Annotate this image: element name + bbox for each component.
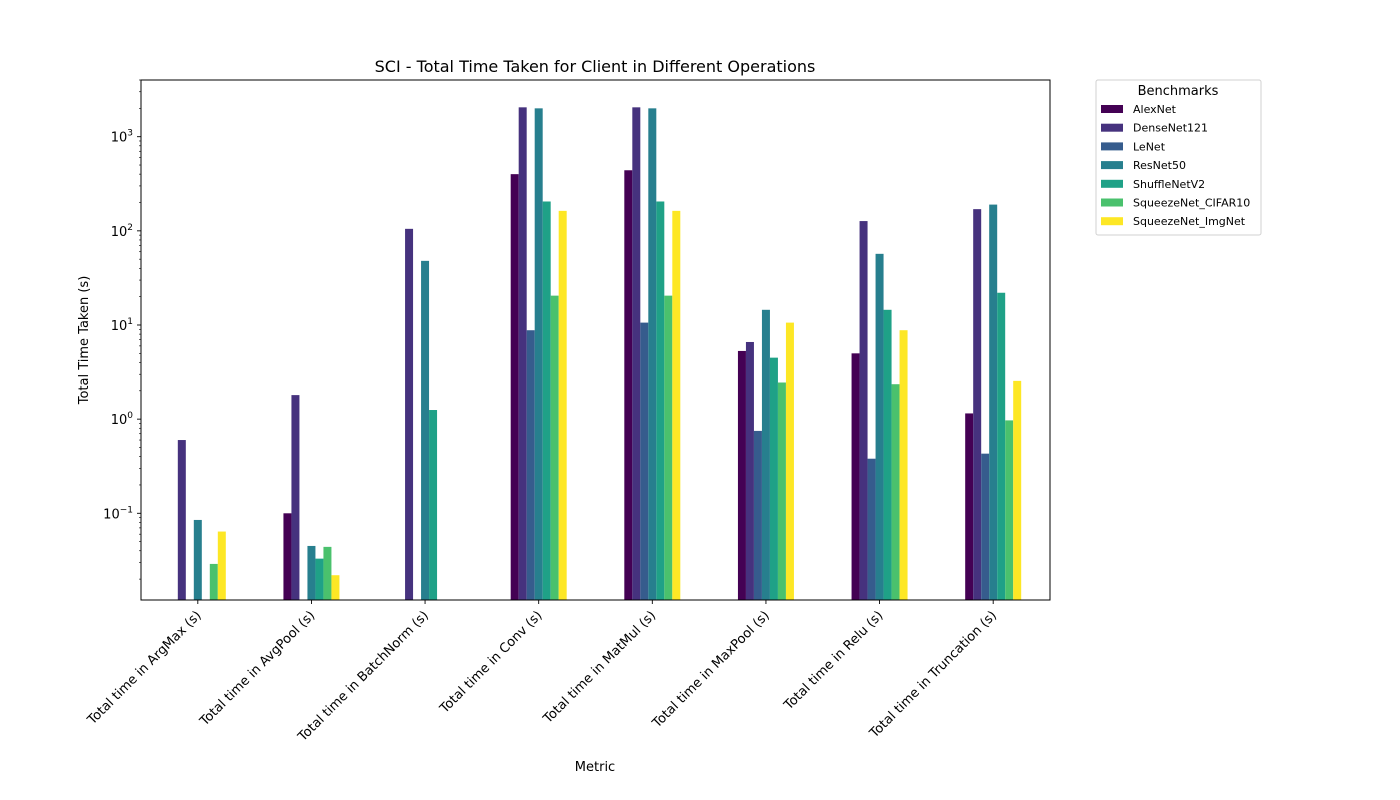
bar-resnet50-4	[648, 108, 657, 600]
bar-alexnet-7	[965, 413, 974, 600]
legend-label: AlexNet	[1133, 103, 1177, 116]
y-tick-label: 100	[111, 411, 134, 428]
bar-squeezenet-cifar10-5	[777, 382, 786, 600]
legend-title: Benchmarks	[1138, 84, 1219, 99]
bar-lenet-3	[526, 330, 535, 600]
legend: Benchmarks AlexNet DenseNet121 LeNet ResNet…	[1095, 79, 1262, 236]
bar-densenet121-4	[632, 107, 641, 600]
bar-squeezenet-imgnet-4	[672, 210, 681, 601]
bar-squeezenet-cifar10-0	[209, 563, 218, 600]
y-tick-label: 103	[111, 129, 133, 146]
bar-alexnet-6	[851, 353, 860, 600]
bar-densenet121-1	[291, 395, 300, 600]
bar-squeezenet-imgnet-0	[217, 531, 226, 600]
bar-densenet121-7	[973, 209, 982, 600]
bar-shufflenetv2-4	[656, 201, 665, 601]
bar-squeezenet-imgnet-1	[331, 575, 340, 600]
bar-squeezenet-imgnet-7	[1013, 380, 1022, 600]
x-tick-label: Total time in ArgMax (s)	[84, 608, 204, 728]
x-tick-label: Total time in BatchNorm (s)	[295, 608, 432, 745]
bar-lenet-5	[753, 430, 762, 600]
x-tick-label: Total time in Relu (s)	[781, 608, 887, 714]
x-tick-label: Total time in Truncation (s)	[866, 608, 1000, 742]
legend-swatch	[1101, 105, 1123, 113]
bar-alexnet-5	[737, 350, 746, 600]
bar-shufflenetv2-5	[769, 357, 778, 600]
legend-swatch	[1101, 142, 1123, 151]
bar-densenet121-2	[405, 228, 414, 600]
bars-group	[177, 107, 1022, 601]
bar-lenet-6	[867, 458, 876, 600]
bar-shufflenetv2-6	[883, 309, 892, 600]
legend-label: DenseNet121	[1133, 122, 1208, 135]
bar-squeezenet-imgnet-6	[899, 330, 908, 600]
bar-alexnet-4	[624, 170, 633, 600]
legend-box	[1095, 79, 1262, 236]
x-axis-ticks: Total time in ArgMax (s)Total time in Av…	[84, 600, 1000, 745]
y-axis-ticks: 10−1 100 101 102 103	[103, 79, 141, 580]
bar-resnet50-6	[875, 253, 884, 600]
y-tick-label: 101	[111, 317, 133, 334]
y-tick-label: 102	[111, 223, 133, 240]
bar-squeezenet-imgnet-5	[785, 322, 794, 600]
x-tick-label: Total time in Conv (s)	[437, 608, 546, 717]
bar-squeezenet-cifar10-7	[1005, 420, 1014, 600]
y-axis-label: Total Time Taken (s)	[77, 276, 92, 406]
plot-frame	[140, 79, 1051, 601]
bar-resnet50-0	[193, 519, 202, 600]
legend-swatch	[1101, 161, 1123, 170]
legend-label: LeNet	[1133, 140, 1166, 153]
bar-densenet121-0	[177, 440, 186, 600]
legend-swatch	[1101, 123, 1123, 132]
bar-alexnet-1	[283, 513, 292, 600]
bar-densenet121-3	[518, 107, 527, 600]
x-tick-label: Total time in AvgPool (s)	[197, 608, 319, 730]
bar-resnet50-1	[307, 545, 316, 600]
bar-shufflenetv2-1	[315, 558, 324, 600]
bar-lenet-7	[981, 453, 990, 600]
legend-label: ResNet50	[1133, 159, 1186, 172]
bar-squeezenet-cifar10-6	[891, 384, 900, 600]
bar-shufflenetv2-3	[542, 201, 551, 601]
legend-label: SqueezeNet_CIFAR10	[1133, 197, 1250, 210]
chart-title: SCI - Total Time Taken for Client in Dif…	[375, 57, 816, 76]
x-axis-label: Metric	[575, 760, 615, 775]
legend-swatch	[1101, 217, 1123, 226]
bar-squeezenet-cifar10-4	[664, 295, 673, 600]
bar-densenet121-5	[745, 341, 754, 600]
legend-label: SqueezeNet_ImgNet	[1133, 215, 1246, 228]
bar-resnet50-5	[761, 309, 770, 600]
bar-alexnet-3	[510, 174, 519, 600]
legend-swatch	[1101, 179, 1123, 188]
bar-densenet121-6	[859, 221, 868, 600]
legend-swatch	[1101, 198, 1123, 207]
y-tick-label: 10−1	[103, 505, 133, 522]
bar-resnet50-2	[421, 260, 430, 600]
bar-squeezenet-cifar10-3	[550, 295, 559, 600]
bar-shufflenetv2-7	[997, 292, 1006, 600]
x-tick-label: Total time in MaxPool (s)	[649, 608, 773, 732]
bar-resnet50-3	[534, 108, 543, 600]
bar-resnet50-7	[989, 204, 998, 600]
x-tick-label: Total time in MatMul (s)	[540, 608, 659, 727]
bar-squeezenet-imgnet-3	[558, 210, 567, 601]
legend-label: ShuffleNetV2	[1133, 178, 1205, 191]
bar-shufflenetv2-2	[429, 410, 438, 600]
bar-squeezenet-cifar10-1	[323, 546, 332, 600]
bar-lenet-4	[640, 322, 649, 600]
